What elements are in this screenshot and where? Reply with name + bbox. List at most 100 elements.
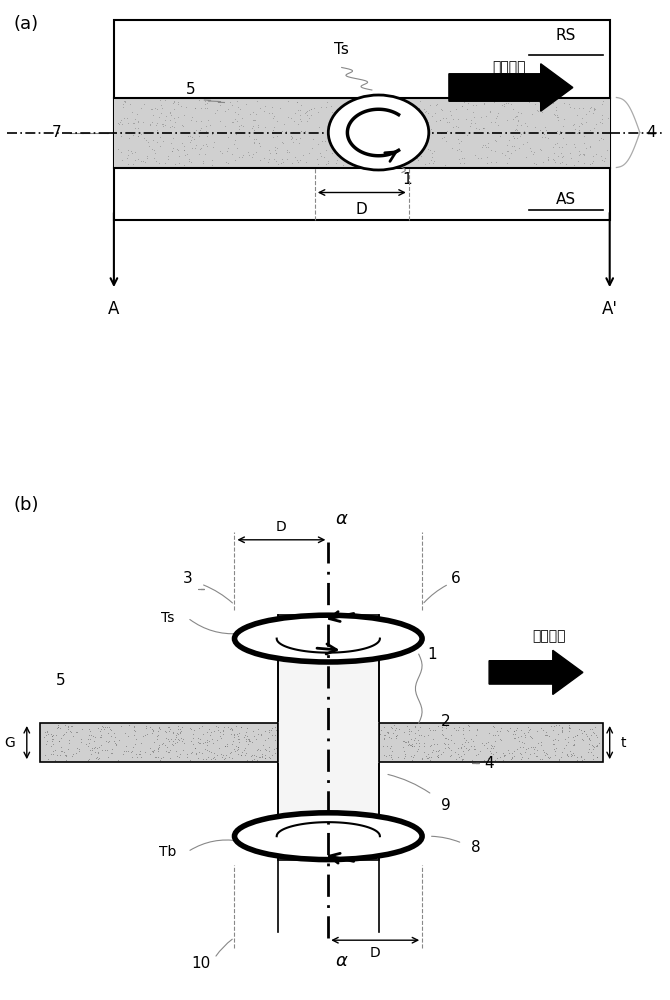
Point <box>322 94 332 110</box>
Point <box>543 130 553 146</box>
Point <box>170 114 180 130</box>
Point <box>397 127 408 143</box>
Point <box>306 732 316 748</box>
Point <box>454 155 465 171</box>
Point <box>334 738 344 754</box>
Point <box>90 750 101 766</box>
Point <box>171 743 182 759</box>
Point <box>270 145 281 161</box>
Point <box>353 144 364 160</box>
Point <box>382 724 393 740</box>
Point <box>398 136 409 152</box>
Point <box>321 744 332 760</box>
Point <box>186 721 196 737</box>
Point <box>464 718 474 734</box>
Point <box>446 732 456 748</box>
Point <box>130 120 141 136</box>
Point <box>72 740 82 756</box>
Point <box>415 727 426 743</box>
Point <box>220 738 230 754</box>
Point <box>437 722 448 738</box>
Point <box>200 734 210 750</box>
Point <box>403 112 413 128</box>
Point <box>235 719 246 735</box>
Point <box>291 152 302 168</box>
Point <box>509 748 520 764</box>
Point <box>222 140 233 156</box>
Point <box>422 750 433 766</box>
Bar <box>40 723 603 762</box>
Point <box>275 729 286 745</box>
Point <box>247 149 257 165</box>
Point <box>575 146 586 162</box>
Point <box>490 133 501 149</box>
Point <box>141 150 152 166</box>
Point <box>289 149 300 165</box>
Point <box>126 744 137 760</box>
Point <box>380 727 391 743</box>
Point <box>557 723 567 739</box>
Point <box>347 721 358 737</box>
Point <box>107 741 118 757</box>
Point <box>525 746 536 762</box>
Point <box>157 116 168 132</box>
Point <box>302 717 312 733</box>
Point <box>579 146 590 162</box>
Point <box>232 728 243 744</box>
Point <box>172 734 183 750</box>
Point <box>170 735 180 751</box>
Text: 9: 9 <box>441 798 450 812</box>
Point <box>232 113 243 129</box>
Point <box>394 721 405 737</box>
Point <box>532 742 543 758</box>
Point <box>511 108 521 124</box>
Point <box>508 726 519 742</box>
Point <box>326 730 337 746</box>
Point <box>362 741 373 757</box>
Text: (b): (b) <box>13 496 39 514</box>
Point <box>456 748 466 764</box>
Point <box>103 719 114 735</box>
Point <box>190 122 201 138</box>
Point <box>426 744 437 760</box>
Point <box>182 749 192 765</box>
Point <box>179 157 190 173</box>
Point <box>114 732 125 748</box>
Point <box>231 718 242 734</box>
Point <box>584 139 595 155</box>
Point <box>153 727 163 743</box>
Point <box>338 719 349 735</box>
Point <box>373 130 384 146</box>
Point <box>531 748 542 764</box>
Point <box>391 728 401 744</box>
Point <box>109 733 119 749</box>
Point <box>292 738 303 754</box>
Point <box>409 718 420 734</box>
Point <box>237 744 248 760</box>
Point <box>345 740 356 756</box>
Point <box>409 142 420 158</box>
Point <box>596 148 607 164</box>
Point <box>375 96 385 112</box>
Point <box>554 123 565 139</box>
Point <box>304 145 314 161</box>
Point <box>247 118 258 134</box>
Point <box>363 724 374 740</box>
Point <box>543 152 553 168</box>
Point <box>564 96 575 112</box>
Point <box>169 110 180 126</box>
Point <box>405 737 415 753</box>
Point <box>415 109 425 125</box>
Point <box>470 115 480 131</box>
Point <box>588 724 598 740</box>
Point <box>529 741 539 757</box>
Point <box>468 104 478 120</box>
Point <box>387 131 397 147</box>
Point <box>348 726 358 742</box>
Point <box>202 112 213 128</box>
Point <box>577 110 588 126</box>
Point <box>200 123 211 139</box>
Point <box>253 135 264 151</box>
Point <box>596 111 607 127</box>
Point <box>277 134 288 150</box>
